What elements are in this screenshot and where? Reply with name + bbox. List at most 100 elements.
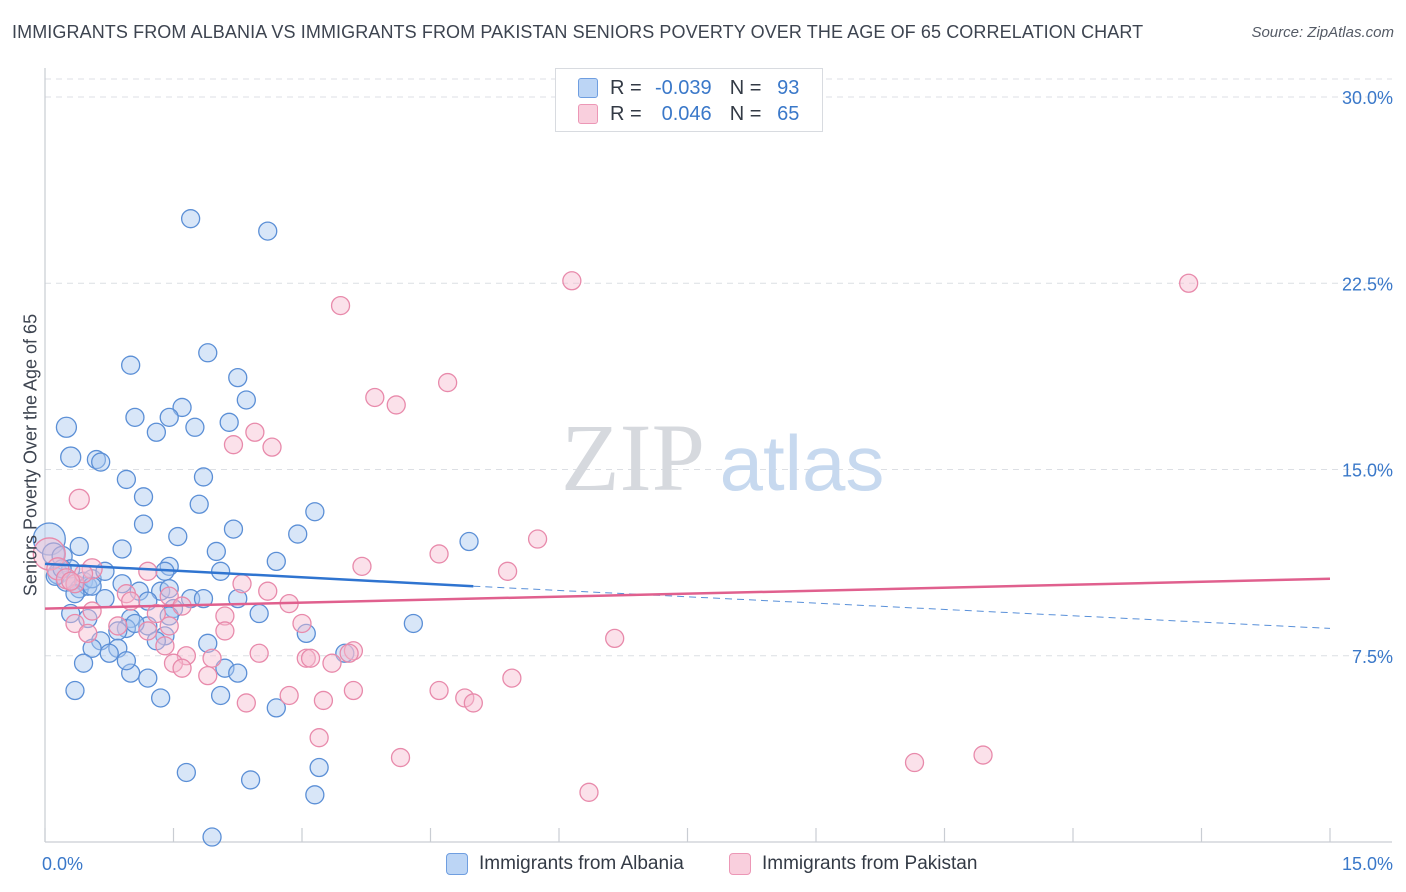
pakistan-point — [81, 558, 103, 580]
pakistan-point — [463, 693, 483, 713]
albania-point — [210, 561, 231, 581]
albania-point — [116, 469, 137, 490]
albania-point — [133, 514, 154, 534]
legend-n-label: N = — [729, 76, 762, 99]
pakistan-point — [386, 395, 406, 415]
legend-swatch-albania — [578, 78, 598, 98]
bottom-legend-swatch-albania — [446, 853, 468, 875]
pakistan-point — [296, 648, 316, 668]
albania-point — [125, 407, 145, 428]
watermark: ZIP atlas — [561, 404, 884, 511]
legend-r-label: R = — [610, 76, 642, 99]
pakistan-point — [292, 613, 312, 634]
albania-point — [121, 355, 141, 375]
pakistan-point — [322, 653, 342, 673]
pakistan-point — [32, 537, 66, 571]
pakistan-point — [249, 643, 269, 663]
y-tick-label: 7.5% — [1352, 647, 1393, 667]
albania-point — [176, 762, 197, 783]
albania-point — [228, 663, 248, 683]
legend-r-label: R = — [610, 102, 642, 125]
pakistan-point — [904, 752, 925, 773]
axes — [44, 68, 1392, 843]
pakistan-point — [579, 782, 599, 802]
albania-point — [193, 467, 214, 487]
pakistan-point — [437, 372, 458, 393]
pakistan-point — [339, 643, 359, 663]
pakistan-point — [202, 648, 222, 668]
albania-point — [240, 770, 261, 790]
pakistan-point — [146, 603, 167, 624]
y-tick-label: 22.5% — [1342, 274, 1393, 294]
pakistan-point — [527, 529, 548, 549]
pakistan-point — [138, 561, 158, 581]
pakistan-point — [82, 601, 102, 621]
trend-lines — [44, 562, 1331, 629]
albania-point — [168, 526, 188, 547]
albania-point — [236, 390, 256, 410]
source-label: Source: ZipAtlas.com — [1251, 24, 1394, 41]
legend-n-label: N = — [729, 102, 762, 125]
pakistan-point — [245, 422, 265, 442]
y-tick-label: 15.0% — [1342, 461, 1393, 481]
albania-point — [296, 623, 316, 644]
pakistan-point — [300, 648, 321, 668]
albania-point — [305, 502, 325, 522]
albania-point — [198, 633, 218, 653]
pakistan-point — [198, 665, 218, 686]
watermark-atlas: atlas — [720, 419, 885, 507]
legend-r-value-albania: -0.039 — [654, 76, 712, 99]
albania-point — [198, 343, 218, 363]
pakistan-point — [343, 680, 364, 701]
albania-point — [146, 422, 167, 442]
bottom-legend-label-pakistan: Immigrants from Pakistan — [762, 853, 978, 874]
pakistan-point — [262, 437, 282, 457]
albania-points — [32, 209, 479, 847]
pakistan-point — [155, 636, 175, 656]
albania-trend-extension — [473, 585, 1331, 629]
albania-point — [189, 494, 209, 514]
albania-trend-line — [44, 562, 474, 588]
albania-point — [159, 407, 179, 428]
y-axis-label: Seniors Poverty Over the Age of 65 — [20, 313, 41, 597]
pakistan-points — [32, 271, 1199, 802]
pakistan-point — [390, 747, 411, 768]
pakistan-point — [1179, 273, 1199, 293]
pakistan-point — [605, 628, 625, 649]
albania-point — [65, 680, 85, 701]
pakistan-point — [258, 581, 278, 601]
legend-n-value-albania: 93 — [777, 76, 800, 99]
pakistan-point — [562, 271, 582, 291]
pakistan-point — [215, 606, 235, 626]
pakistan-point — [159, 616, 179, 636]
tick-labels: 7.5% 15.0% 22.5% 30.0% 0.0% 15.0% — [42, 88, 1393, 874]
albania-point — [288, 524, 308, 544]
albania-point — [150, 688, 171, 708]
pakistan-point — [236, 693, 256, 713]
albania-point — [91, 452, 111, 472]
pakistan-point — [65, 613, 85, 634]
pakistan-point — [973, 745, 993, 765]
albania-point — [219, 412, 239, 432]
albania-point — [112, 539, 132, 559]
legend-row-albania: R = -0.039 N = 93 — [578, 76, 799, 100]
pakistan-point — [352, 556, 372, 576]
bottom-legend-label-albania: Immigrants from Albania — [479, 853, 684, 874]
albania-point — [69, 536, 89, 557]
albania-point — [185, 417, 205, 437]
legend-swatch-pakistan — [578, 104, 598, 124]
pakistan-point — [497, 561, 518, 581]
albania-point — [60, 446, 82, 468]
chart-title: IMMIGRANTS FROM ALBANIA VS IMMIGRANTS FR… — [12, 22, 1144, 42]
legend-row-pakistan: R = 0.046 N = 65 — [578, 102, 799, 126]
albania-point — [180, 209, 201, 229]
pakistan-trend-line — [44, 577, 1331, 610]
pakistan-point — [68, 488, 90, 510]
bottom-legend-albania: Immigrants from Albania — [446, 850, 684, 878]
albania-point — [193, 588, 214, 609]
pakistan-point — [223, 435, 244, 455]
albania-point — [266, 551, 286, 572]
watermark-zip: ZIP — [561, 404, 705, 511]
albania-point — [112, 574, 132, 594]
pakistan-point — [61, 571, 81, 591]
